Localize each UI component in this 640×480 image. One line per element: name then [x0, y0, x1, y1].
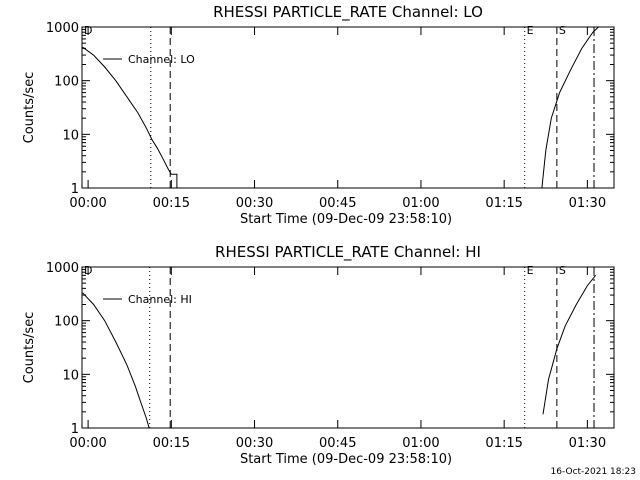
marker-label: S	[559, 24, 566, 37]
y-tick-label: 10	[62, 128, 79, 143]
marker-label: S	[559, 264, 566, 277]
x-tick-label: 01:00	[402, 436, 439, 451]
plot-frame	[81, 266, 615, 429]
data-line	[82, 274, 597, 429]
chart-title: RHESSI PARTICLE_RATE Channel: LO	[213, 3, 483, 22]
x-tick-label: 01:30	[569, 436, 606, 451]
corner-label: D	[84, 24, 92, 37]
corner-label: D	[84, 264, 92, 277]
y-tick-label: 10	[62, 368, 79, 383]
legend-entry: Channel: LO	[128, 53, 195, 66]
x-axis-label: Start Time (09-Dec-09 23:58:10)	[240, 452, 452, 467]
y-tick-label: 100	[54, 315, 79, 330]
footer: 16-Oct-2021 18:23	[551, 467, 636, 477]
x-tick-label: 01:30	[569, 196, 606, 211]
x-tick-label: 00:45	[319, 436, 356, 451]
legend-entry: Channel: HI	[128, 293, 192, 306]
marker-label: E	[527, 24, 534, 37]
x-tick-label: 00:30	[236, 196, 273, 211]
x-tick-label: 00:30	[236, 436, 273, 451]
marker-label: E	[527, 264, 534, 277]
y-tick-label: 1	[71, 182, 79, 197]
y-tick-label: 1	[71, 422, 79, 437]
x-tick-label: 00:45	[319, 196, 356, 211]
y-tick-label: 100	[54, 75, 79, 90]
x-tick-label: 01:00	[402, 196, 439, 211]
data-line	[82, 26, 599, 189]
y-tick-label: 1000	[46, 261, 79, 276]
chart-title: RHESSI PARTICLE_RATE Channel: HI	[215, 243, 481, 262]
y-axis-label: Counts/sec	[22, 312, 37, 384]
y-axis-label: Counts/sec	[22, 72, 37, 144]
x-tick-label: 01:15	[485, 196, 522, 211]
x-tick-label: 00:15	[153, 436, 190, 451]
plot-frame	[81, 26, 615, 189]
x-tick-label: 00:15	[153, 196, 190, 211]
y-tick-label: 1000	[46, 21, 79, 36]
x-tick-label: 00:00	[69, 436, 106, 451]
x-tick-label: 00:00	[69, 196, 106, 211]
x-tick-label: 01:15	[485, 436, 522, 451]
x-axis-label: Start Time (09-Dec-09 23:58:10)	[240, 212, 452, 227]
